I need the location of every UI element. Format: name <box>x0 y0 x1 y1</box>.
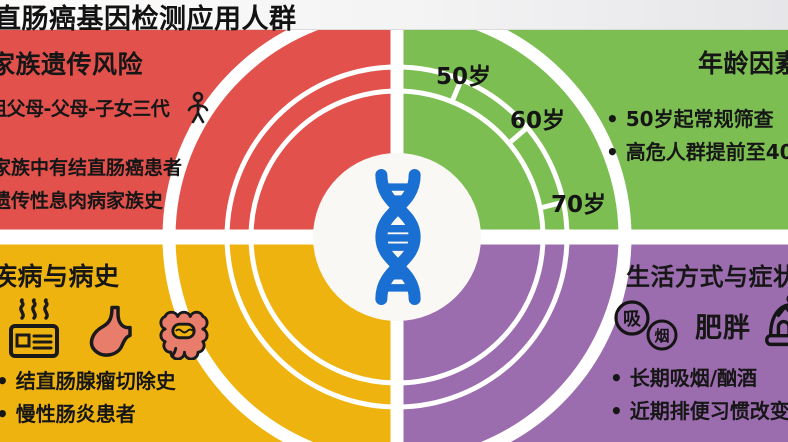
list-item: 高危人群提前至40岁 <box>606 136 788 169</box>
ring-label-50: 50岁 <box>436 64 492 90</box>
age-factor-list: 50岁起常规筛查 高危人群提前至40岁 <box>606 103 788 169</box>
family-generations-text: 祖父母-父母-子女三代 <box>0 98 170 120</box>
cake-icon <box>765 295 788 347</box>
intestine-icon <box>159 310 209 360</box>
list-item: 慢性肠炎患者 <box>0 398 176 431</box>
list-item: 近期排便习惯改变 <box>610 395 788 428</box>
list-item: 家族中有结直肠癌患者 <box>0 157 183 179</box>
smoke-char-2: 烟 <box>654 327 669 345</box>
steaming-meal-card-icon <box>9 298 59 358</box>
disease-icons-row <box>8 298 211 360</box>
title-band: 直肠癌基因检测应用人群 <box>0 0 788 35</box>
obesity-label: 肥胖 <box>695 312 751 344</box>
stomach-icon <box>89 305 132 357</box>
dna-helix-icon <box>375 169 421 305</box>
family-risk-list: 家族中有结直肠癌患者 遗传性息肉病家族史 <box>0 152 182 218</box>
ring-label-60: 60岁 <box>510 108 566 134</box>
ring-label-70: 70岁 <box>551 192 607 218</box>
lifestyle-icons-row: 吸 烟 肥胖 <box>612 294 788 356</box>
list-item: 遗传性息肉病家族史 <box>0 190 164 212</box>
lifestyle-symptoms-list: 长期吸烟/酗酒 近期排便习惯改变 <box>610 362 788 428</box>
page-title: 直肠癌基因检测应用人群 <box>0 4 297 35</box>
disease-history-heading: 疾病与病史 <box>0 262 120 291</box>
list-item: 结直肠腺瘤切除史 <box>0 365 176 398</box>
age-factor-heading: 年龄因素 <box>698 49 788 78</box>
lifestyle-symptoms-heading: 生活方式与症状 <box>626 263 788 291</box>
list-item: 长期吸烟/酗酒 <box>610 362 788 395</box>
smoke-char-1: 吸 <box>623 309 642 330</box>
disease-history-list: 结直肠腺瘤切除史 慢性肠炎患者 <box>0 365 176 431</box>
smoking-bubbles-icon: 吸 烟 <box>614 300 678 351</box>
list-item: 50岁起常规筛查 <box>606 103 788 136</box>
family-risk-heading: 家族遗传风险 <box>0 50 144 79</box>
family-person-icon <box>187 91 209 124</box>
